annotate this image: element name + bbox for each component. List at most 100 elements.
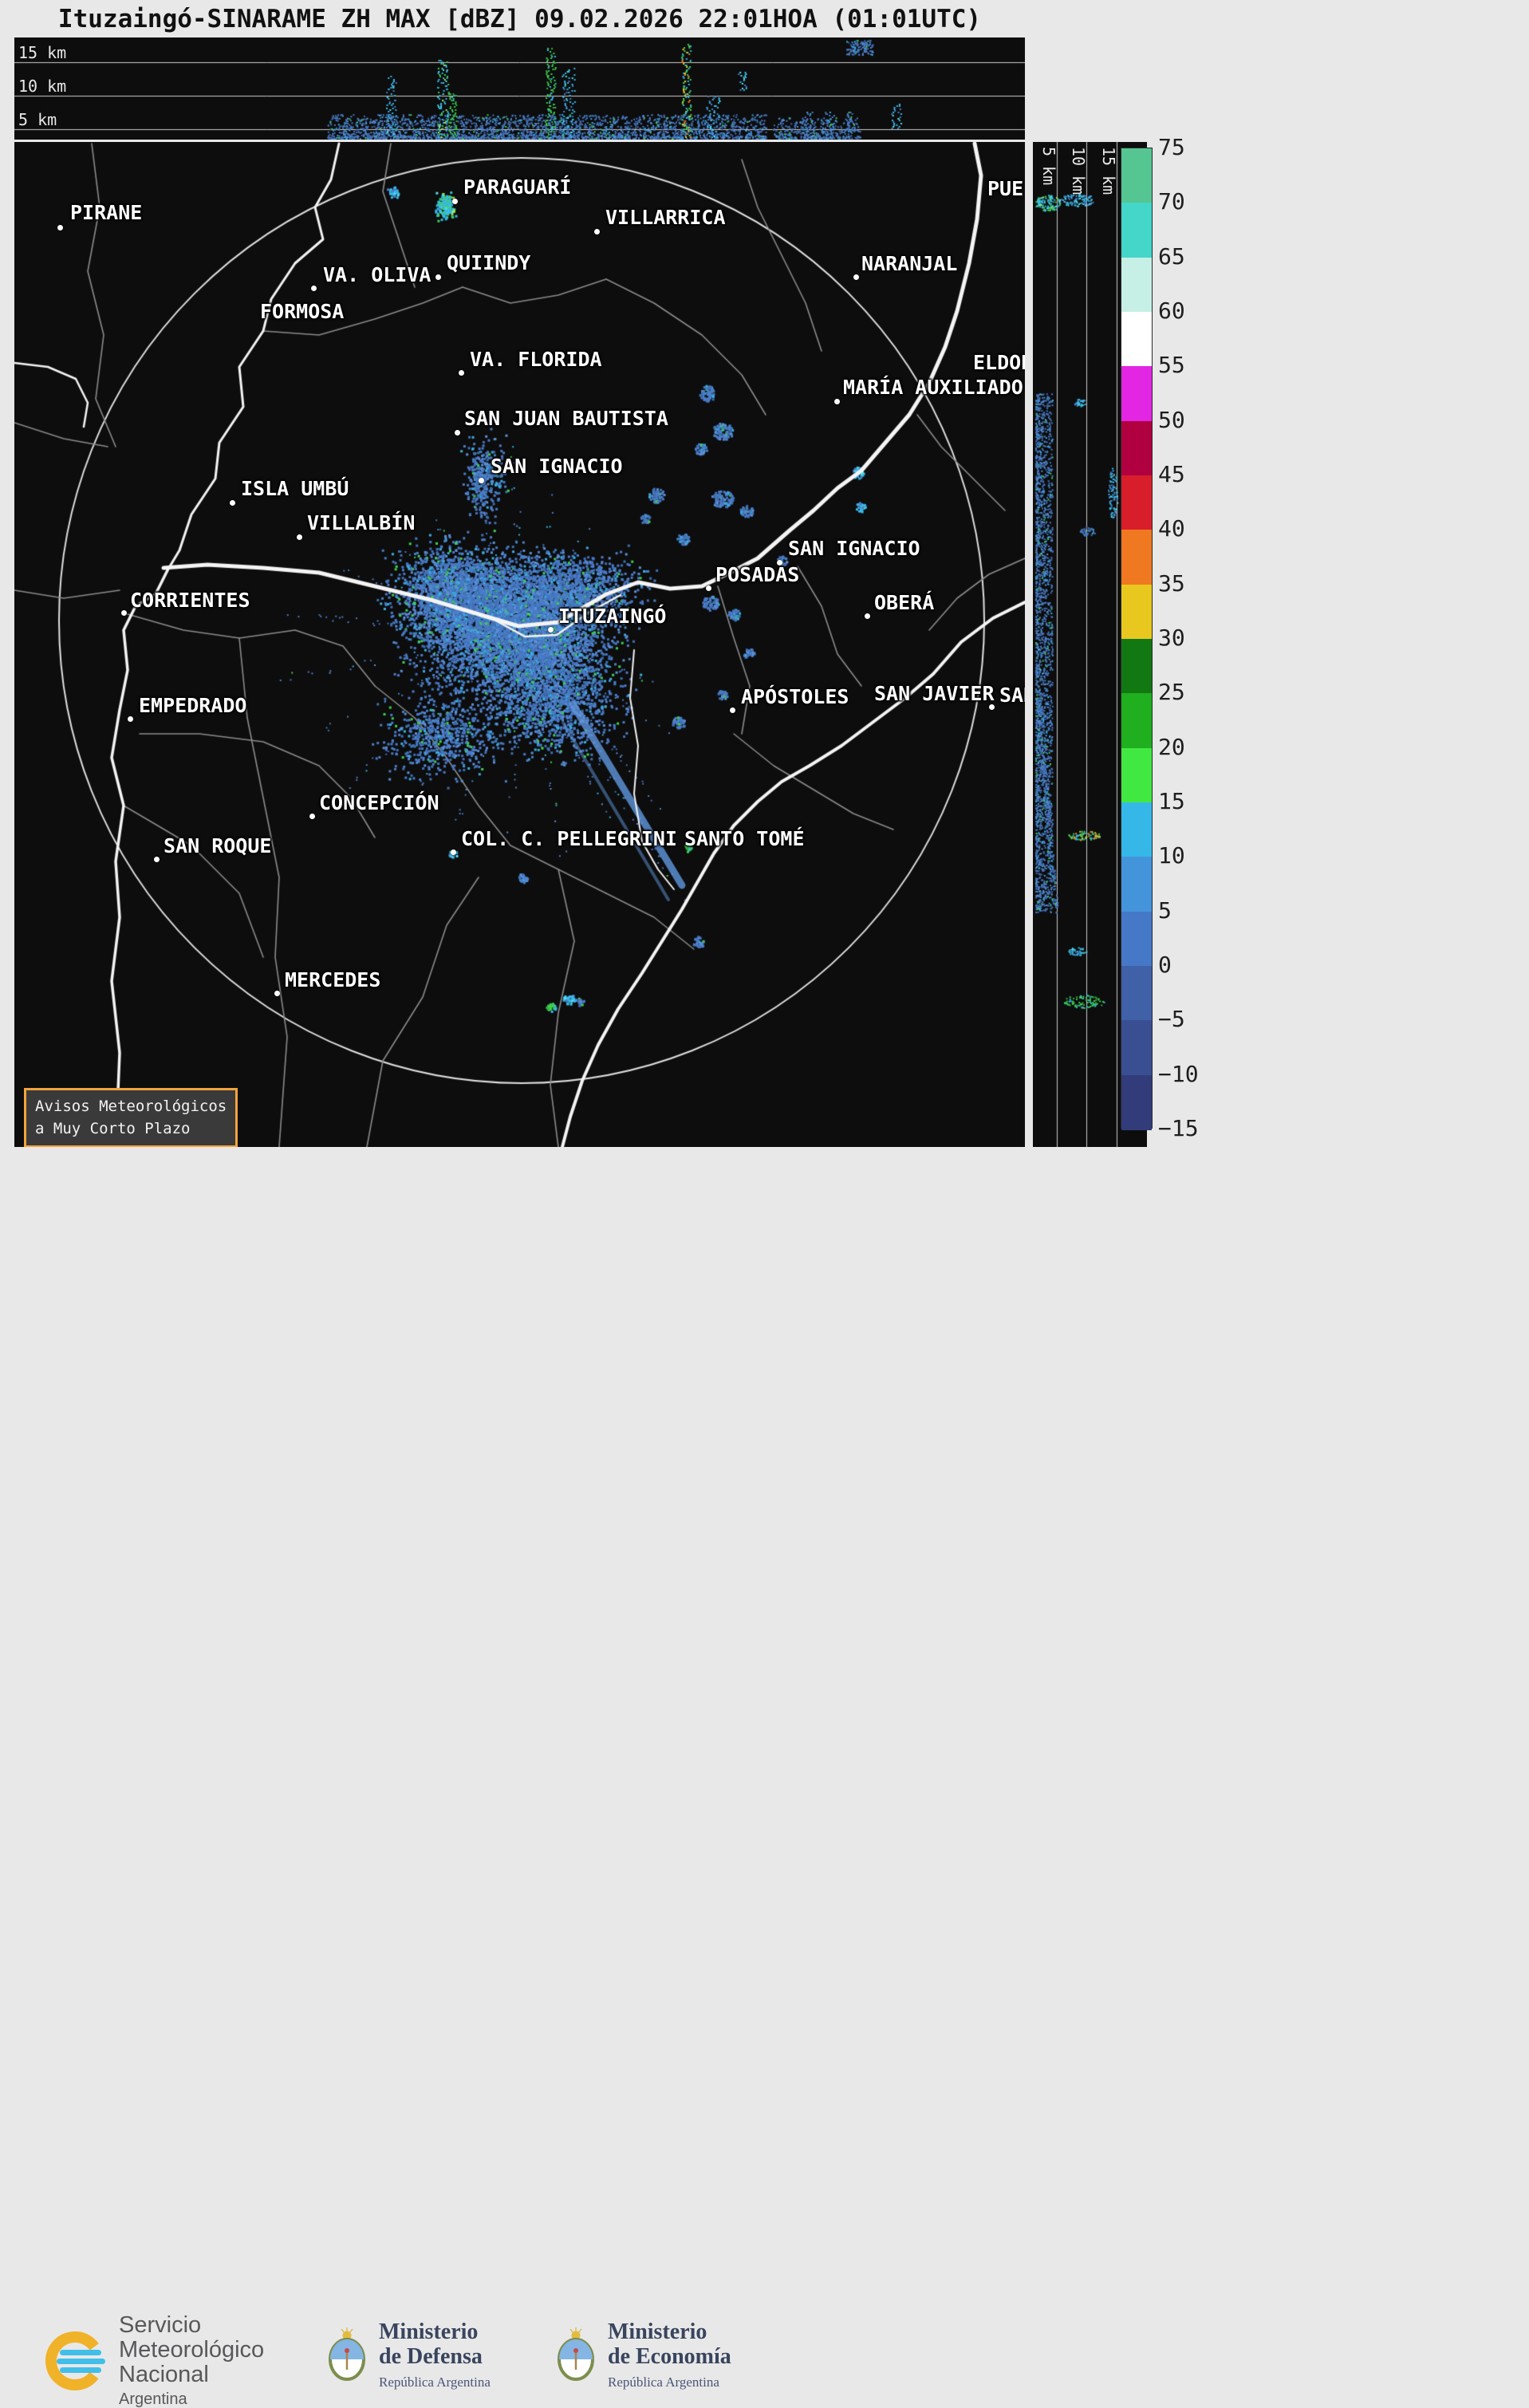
city-label: SAN ROQUE [164, 834, 272, 857]
cross-section-top-canvas [14, 37, 1025, 140]
colorbar-tick-label: 0 [1158, 952, 1172, 978]
colorbar-tick-label: 45 [1158, 461, 1185, 487]
colorbar-tick-label: 15 [1158, 788, 1185, 814]
warning-notice-box: Avisos Meteorológicos a Muy Corto Plazo [24, 1088, 238, 1147]
city-label: VA. FLORIDA [470, 348, 602, 371]
city-dot [309, 813, 315, 819]
colorbar-segment [1121, 911, 1152, 967]
city-label: APÓSTOLES [741, 685, 849, 708]
city-label: COL. C. PELLEGRINI [461, 827, 677, 850]
city-dot [153, 856, 160, 862]
colorbar-segment [1121, 747, 1152, 803]
city-label: MERCEDES [285, 968, 381, 991]
city-dot [274, 990, 280, 996]
city-label: FORMOSA [260, 300, 345, 323]
city-dot [853, 274, 859, 280]
colorbar-segment [1121, 203, 1152, 258]
city-label: NARANJAL [861, 252, 958, 275]
ministry-economia-logo-group: Ministerio de Economía República Argenti… [554, 2319, 731, 2390]
city-label: MARÍA AUXILIADO [843, 376, 1023, 399]
ministry-economia-wordmark: Ministerio de Economía República Argenti… [608, 2319, 731, 2390]
ministry-country-line: República Argentina [379, 2374, 491, 2390]
altitude-label-5km: 5 km [18, 110, 57, 129]
city-dot [478, 477, 484, 483]
city-dot [57, 224, 63, 231]
city-label: SAN IGNACIO [491, 455, 623, 478]
city-dot [988, 703, 995, 710]
radar-product-page: Ituzaingó-SINARAME ZH MAX [dBZ] 09.02.20… [0, 5, 1529, 2408]
city-dot [310, 285, 317, 291]
colorbar-segment [1121, 693, 1152, 749]
product-title: Ituzaingó-SINARAME ZH MAX [dBZ] 09.02.20… [57, 5, 982, 33]
ministry-defensa-wordmark: Ministerio de Defensa República Argentin… [379, 2319, 491, 2390]
city-dot [127, 715, 133, 722]
colorbar-tick-label: 20 [1158, 733, 1185, 760]
colorbar-tick-label: 75 [1158, 134, 1185, 160]
city-label: PARAGUARÍ [463, 175, 572, 199]
colorbar-tick-label: 10 [1158, 842, 1185, 869]
smn-logo-group: Servicio Meteorológico Nacional Argentin… [41, 2312, 264, 2408]
ministry-line: Ministerio [379, 2319, 479, 2344]
radar-map-panel: PIRANE PARAGUARÍ VILLARRICA QUIINDY VA. OLIV… [14, 142, 1025, 1147]
city-dot [229, 499, 235, 506]
city-label: VILLARRICA [605, 206, 726, 229]
city-label: CORRIENTES [130, 589, 250, 612]
city-label: PUE [987, 177, 1024, 200]
city-dot [296, 534, 302, 540]
colorbar-tick-label: −10 [1158, 1060, 1199, 1087]
city-label: POSADAS [715, 563, 800, 586]
city-label: ISLA UMBÚ [241, 477, 349, 500]
city-dot [451, 198, 458, 204]
footer: Servicio Meteorológico Nacional Argentin… [0, 1147, 1529, 2408]
colorbar-tick-label: 70 [1158, 188, 1185, 215]
colorbar-tick-label: 25 [1158, 679, 1185, 706]
colorbar-segment [1121, 420, 1152, 476]
colorbar-segment [1121, 148, 1152, 203]
colorbar-tick-label: 5 [1158, 897, 1172, 924]
city-label: SAN JUAN BAUTISTA [464, 407, 668, 430]
city-label: CONCEPCIÓN [319, 791, 439, 814]
colorbar-tick-label: −15 [1158, 1115, 1199, 1141]
city-label: SANTO TOMÉ [684, 827, 805, 850]
colorbar-segment [1121, 530, 1152, 585]
dbz-colorbar [1121, 148, 1153, 1130]
colorbar-segment [1121, 257, 1152, 313]
colorbar-tick-label: 35 [1158, 569, 1185, 597]
colorbar-segment [1121, 366, 1152, 422]
altitude-label-10km: 10 km [18, 77, 67, 96]
city-label: ELDOR [973, 351, 1025, 374]
city-dot [593, 228, 600, 234]
altitude-label-15km-vertical: 15 km [1099, 147, 1118, 195]
colorbar-segment [1121, 584, 1152, 640]
colorbar-segment [1121, 857, 1152, 912]
city-dot [435, 274, 441, 280]
smn-wordmark-line: Servicio [119, 2312, 202, 2338]
city-dot [120, 609, 127, 616]
colorbar-segment [1121, 475, 1152, 530]
colorbar-tick-label: 65 [1158, 242, 1185, 270]
ministry-line: de Economía [608, 2344, 731, 2370]
colorbar-tick-label: 30 [1158, 625, 1185, 651]
altitude-label-5km-vertical: 5 km [1039, 147, 1058, 186]
notice-line: Avisos Meteorológicos [35, 1098, 227, 1115]
city-label: SAN JAVIER [874, 682, 995, 705]
city-dot [458, 369, 464, 376]
city-label: ITUZAINGÓ [558, 605, 667, 628]
colorbar-segment [1121, 312, 1152, 367]
city-label: SAN [999, 684, 1025, 707]
city-label: SAN IGNACIO [788, 537, 920, 560]
city-label: PIRANE [70, 201, 143, 224]
colorbar-tick-label: 50 [1158, 406, 1185, 433]
colorbar-tick-label: 55 [1158, 352, 1185, 379]
smn-wordmark-line: Nacional [119, 2362, 209, 2388]
city-dot [776, 559, 782, 566]
smn-country-label: Argentina [119, 2390, 187, 2408]
colorbar-segment [1121, 639, 1152, 694]
city-dot [547, 626, 554, 633]
ministry-country-line: República Argentina [608, 2374, 719, 2390]
city-dot [454, 429, 460, 435]
colorbar-segment [1121, 1074, 1152, 1130]
altitude-label-15km: 15 km [18, 43, 67, 62]
smn-logo-icon [45, 2331, 105, 2390]
colorbar-tick-label: −5 [1158, 1006, 1185, 1033]
